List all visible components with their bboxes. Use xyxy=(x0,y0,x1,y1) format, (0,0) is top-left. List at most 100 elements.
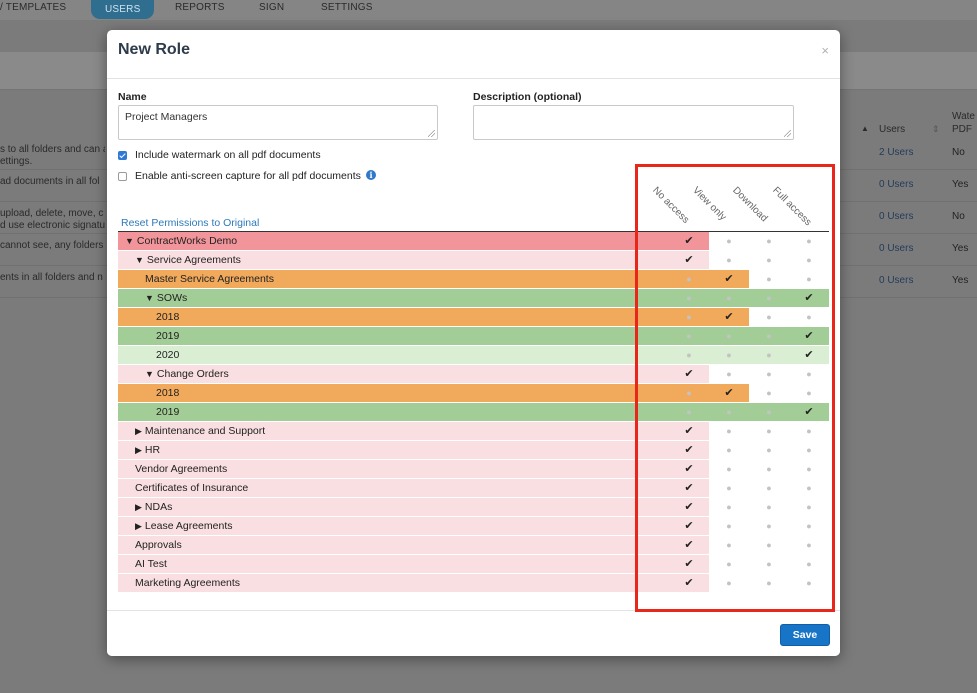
users-column-header[interactable]: Users xyxy=(879,124,906,135)
role-users-link[interactable]: 2 Users xyxy=(879,147,914,158)
permission-row[interactable]: 2020 ● ● ● ✔ xyxy=(118,346,829,365)
permission-no-access-option-icon[interactable]: ● xyxy=(686,312,692,322)
permission-row[interactable]: Marketing Agreements ✔ ● ● ● xyxy=(118,574,829,593)
permission-download-option-icon[interactable]: ● xyxy=(766,350,772,360)
save-button[interactable]: Save xyxy=(780,624,830,646)
permission-view-only-option-icon[interactable]: ● xyxy=(726,426,732,436)
permission-row[interactable]: ▼ SOWs ● ● ● ✔ xyxy=(118,289,829,308)
permission-no-access-option-icon[interactable]: ● xyxy=(686,350,692,360)
permission-no-access-checked-icon[interactable]: ✔ xyxy=(684,577,694,589)
permission-view-only-option-icon[interactable]: ● xyxy=(726,350,732,360)
permission-no-access-checked-icon[interactable]: ✔ xyxy=(684,235,694,247)
permission-full-access-option-icon[interactable]: ● xyxy=(806,388,812,398)
reset-permissions-link[interactable]: Reset Permissions to Original xyxy=(121,217,260,229)
anticapture-checkbox-label[interactable]: Enable anti-screen capture for all pdf d… xyxy=(135,170,361,182)
permission-no-access-checked-icon[interactable]: ✔ xyxy=(684,254,694,266)
permission-full-access-option-icon[interactable]: ● xyxy=(806,312,812,322)
nav-item-sign[interactable]: SIGN xyxy=(259,2,285,13)
permission-full-access-option-icon[interactable]: ● xyxy=(806,559,812,569)
sort-asc-icon[interactable]: ▲ xyxy=(861,124,869,133)
permission-download-option-icon[interactable]: ● xyxy=(766,426,772,436)
permission-no-access-checked-icon[interactable]: ✔ xyxy=(684,482,694,494)
permission-download-option-icon[interactable]: ● xyxy=(766,521,772,531)
permission-no-access-option-icon[interactable]: ● xyxy=(686,388,692,398)
permission-row[interactable]: ▶ Maintenance and Support ✔ ● ● ● xyxy=(118,422,829,441)
permission-full-access-option-icon[interactable]: ● xyxy=(806,502,812,512)
permission-download-option-icon[interactable]: ● xyxy=(766,312,772,322)
permission-full-access-option-icon[interactable]: ● xyxy=(806,521,812,531)
permission-row[interactable]: ▶ HR ✔ ● ● ● xyxy=(118,441,829,460)
permission-download-option-icon[interactable]: ● xyxy=(766,407,772,417)
nav-item-users[interactable]: USERS xyxy=(91,0,155,19)
info-icon[interactable]: i xyxy=(366,170,376,180)
expand-down-icon[interactable]: ▼ xyxy=(145,369,154,379)
permission-row[interactable]: 2018 ● ✔ ● ● xyxy=(118,384,829,403)
permission-no-access-checked-icon[interactable]: ✔ xyxy=(684,444,694,456)
name-field[interactable]: Project Managers xyxy=(118,105,438,140)
permission-download-option-icon[interactable]: ● xyxy=(766,502,772,512)
permission-row[interactable]: ▼ Service Agreements ✔ ● ● ● xyxy=(118,251,829,270)
permission-full-access-option-icon[interactable]: ● xyxy=(806,236,812,246)
permission-row[interactable]: ▶ Lease Agreements ✔ ● ● ● xyxy=(118,517,829,536)
permission-view-only-option-icon[interactable]: ● xyxy=(726,502,732,512)
permission-full-access-option-icon[interactable]: ● xyxy=(806,426,812,436)
permission-no-access-checked-icon[interactable]: ✔ xyxy=(684,463,694,475)
permission-full-access-option-icon[interactable]: ● xyxy=(806,274,812,284)
role-users-link[interactable]: 0 Users xyxy=(879,179,914,190)
permission-full-access-option-icon[interactable]: ● xyxy=(806,255,812,265)
permission-no-access-checked-icon[interactable]: ✔ xyxy=(684,558,694,570)
resize-grip-icon[interactable] xyxy=(784,130,791,137)
permission-row[interactable]: Certificates of Insurance ✔ ● ● ● xyxy=(118,479,829,498)
permission-row[interactable]: 2019 ● ● ● ✔ xyxy=(118,403,829,422)
permission-download-option-icon[interactable]: ● xyxy=(766,331,772,341)
permission-view-only-option-icon[interactable]: ● xyxy=(726,407,732,417)
permission-download-option-icon[interactable]: ● xyxy=(766,369,772,379)
permission-download-option-icon[interactable]: ● xyxy=(766,578,772,588)
permission-view-only-option-icon[interactable]: ● xyxy=(726,464,732,474)
permission-no-access-option-icon[interactable]: ● xyxy=(686,407,692,417)
permission-view-only-option-icon[interactable]: ● xyxy=(726,521,732,531)
permission-view-only-option-icon[interactable]: ● xyxy=(726,236,732,246)
permission-view-only-checked-icon[interactable]: ✔ xyxy=(724,387,734,399)
permission-no-access-checked-icon[interactable]: ✔ xyxy=(684,501,694,513)
permission-view-only-checked-icon[interactable]: ✔ xyxy=(724,311,734,323)
permission-full-access-option-icon[interactable]: ● xyxy=(806,369,812,379)
permission-no-access-checked-icon[interactable]: ✔ xyxy=(684,520,694,532)
permission-view-only-checked-icon[interactable]: ✔ xyxy=(724,273,734,285)
permission-view-only-option-icon[interactable]: ● xyxy=(726,293,732,303)
nav-item-reports[interactable]: REPORTS xyxy=(175,2,225,13)
permission-download-option-icon[interactable]: ● xyxy=(766,274,772,284)
description-field[interactable] xyxy=(473,105,794,140)
permission-full-access-checked-icon[interactable]: ✔ xyxy=(804,406,814,418)
permission-view-only-option-icon[interactable]: ● xyxy=(726,369,732,379)
sort-icon[interactable]: ⇕ xyxy=(932,124,940,134)
permission-download-option-icon[interactable]: ● xyxy=(766,559,772,569)
permission-full-access-option-icon[interactable]: ● xyxy=(806,540,812,550)
permission-no-access-option-icon[interactable]: ● xyxy=(686,293,692,303)
permission-no-access-checked-icon[interactable]: ✔ xyxy=(684,539,694,551)
permission-full-access-option-icon[interactable]: ● xyxy=(806,445,812,455)
role-users-link[interactable]: 0 Users xyxy=(879,275,914,286)
permission-view-only-option-icon[interactable]: ● xyxy=(726,578,732,588)
expand-right-icon[interactable]: ▶ xyxy=(135,502,142,512)
permission-row[interactable]: 2018 ● ✔ ● ● xyxy=(118,308,829,327)
permission-full-access-option-icon[interactable]: ● xyxy=(806,483,812,493)
permission-no-access-checked-icon[interactable]: ✔ xyxy=(684,368,694,380)
permission-full-access-checked-icon[interactable]: ✔ xyxy=(804,330,814,342)
permission-no-access-option-icon[interactable]: ● xyxy=(686,331,692,341)
permission-view-only-option-icon[interactable]: ● xyxy=(726,445,732,455)
nav-item-settings[interactable]: SETTINGS xyxy=(321,2,373,13)
permission-download-option-icon[interactable]: ● xyxy=(766,255,772,265)
permission-download-option-icon[interactable]: ● xyxy=(766,464,772,474)
permission-row[interactable]: AI Test ✔ ● ● ● xyxy=(118,555,829,574)
permission-view-only-option-icon[interactable]: ● xyxy=(726,559,732,569)
close-icon[interactable]: × xyxy=(821,43,829,58)
permission-row[interactable]: Vendor Agreements ✔ ● ● ● xyxy=(118,460,829,479)
permission-row[interactable]: ▼ ContractWorks Demo ✔ ● ● ● xyxy=(118,232,829,251)
permission-download-option-icon[interactable]: ● xyxy=(766,540,772,550)
permission-row[interactable]: ▼ Change Orders ✔ ● ● ● xyxy=(118,365,829,384)
permission-no-access-checked-icon[interactable]: ✔ xyxy=(684,425,694,437)
expand-right-icon[interactable]: ▶ xyxy=(135,521,142,531)
watermark-checkbox-label[interactable]: Include watermark on all pdf documents xyxy=(135,149,321,161)
expand-down-icon[interactable]: ▼ xyxy=(125,236,134,246)
